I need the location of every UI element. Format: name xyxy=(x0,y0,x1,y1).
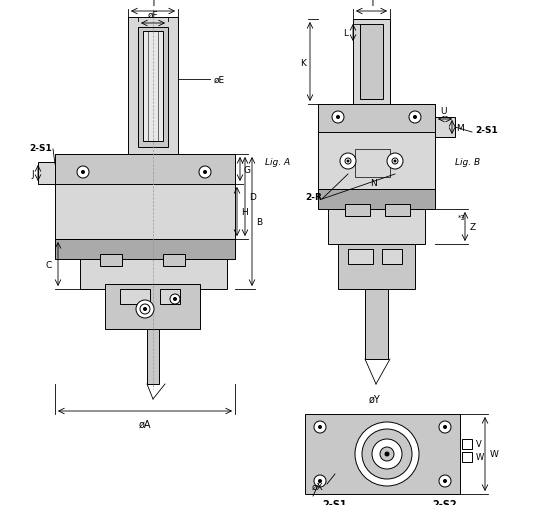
Bar xyxy=(328,210,425,244)
Circle shape xyxy=(439,421,451,433)
Bar xyxy=(385,205,410,217)
Text: øY: øY xyxy=(369,394,381,404)
Text: Lig. A: Lig. A xyxy=(265,157,290,166)
Circle shape xyxy=(170,294,180,305)
Text: Lig. B: Lig. B xyxy=(455,157,480,166)
Text: øF: øF xyxy=(148,11,158,20)
Circle shape xyxy=(199,167,211,179)
Text: øA: øA xyxy=(139,419,151,429)
Text: V: V xyxy=(476,440,482,448)
Circle shape xyxy=(332,112,344,124)
Bar xyxy=(338,244,415,289)
Bar xyxy=(120,289,150,305)
Circle shape xyxy=(136,300,154,318)
Text: 2-R: 2-R xyxy=(305,193,322,202)
Circle shape xyxy=(380,447,394,461)
Circle shape xyxy=(414,116,416,119)
Circle shape xyxy=(144,308,146,311)
Bar xyxy=(160,289,180,305)
Text: 2-S1: 2-S1 xyxy=(475,125,498,134)
Text: øX: øX xyxy=(311,482,323,490)
Circle shape xyxy=(394,161,396,163)
Text: D: D xyxy=(249,192,256,201)
Text: G: G xyxy=(243,165,250,174)
Text: 2-S1: 2-S1 xyxy=(323,499,347,505)
Circle shape xyxy=(318,426,322,429)
Bar xyxy=(163,255,185,267)
Text: M: M xyxy=(456,123,464,132)
Text: Z: Z xyxy=(470,223,476,232)
Circle shape xyxy=(392,159,398,165)
Text: 2-S1: 2-S1 xyxy=(29,143,52,152)
Circle shape xyxy=(355,422,419,486)
Bar xyxy=(355,149,390,178)
Text: J: J xyxy=(31,169,34,178)
Bar xyxy=(353,20,390,105)
Bar xyxy=(55,155,235,185)
Circle shape xyxy=(204,171,206,174)
Bar xyxy=(360,25,383,100)
Bar xyxy=(348,249,373,265)
Bar xyxy=(55,155,235,239)
Bar xyxy=(435,118,455,138)
Text: L: L xyxy=(343,28,348,37)
Text: W: W xyxy=(476,452,484,462)
Bar xyxy=(365,289,388,359)
Bar xyxy=(105,284,200,329)
Circle shape xyxy=(173,298,177,301)
Bar xyxy=(143,32,163,142)
Text: øE: øE xyxy=(214,75,225,84)
Circle shape xyxy=(77,167,89,179)
Circle shape xyxy=(409,112,421,124)
Circle shape xyxy=(347,161,349,163)
Bar xyxy=(147,329,159,384)
Circle shape xyxy=(314,421,326,433)
Bar xyxy=(55,239,235,260)
Circle shape xyxy=(337,116,339,119)
Circle shape xyxy=(387,154,403,170)
Bar xyxy=(462,439,472,449)
Circle shape xyxy=(439,475,451,487)
Bar xyxy=(80,260,227,289)
Text: B: B xyxy=(256,218,262,227)
Circle shape xyxy=(385,452,389,456)
Circle shape xyxy=(362,429,412,479)
Bar xyxy=(138,28,168,147)
Text: W: W xyxy=(490,449,499,459)
Circle shape xyxy=(314,475,326,487)
Bar xyxy=(38,163,55,185)
Circle shape xyxy=(140,305,150,315)
Text: H: H xyxy=(241,208,248,217)
Text: *3: *3 xyxy=(458,215,466,221)
Bar xyxy=(462,452,472,462)
Bar xyxy=(382,249,402,265)
Circle shape xyxy=(443,426,447,429)
Text: C: C xyxy=(46,260,52,269)
Circle shape xyxy=(345,159,351,165)
Circle shape xyxy=(81,171,85,174)
Text: N: N xyxy=(370,178,376,187)
Bar xyxy=(100,255,122,267)
Circle shape xyxy=(372,439,402,469)
Bar xyxy=(305,414,460,494)
Text: 2-S2: 2-S2 xyxy=(433,499,457,505)
Text: K: K xyxy=(300,59,306,67)
Circle shape xyxy=(340,154,356,170)
Bar xyxy=(318,189,435,210)
Bar xyxy=(345,205,370,217)
Bar xyxy=(318,105,435,133)
Circle shape xyxy=(443,480,447,483)
Text: T: T xyxy=(369,0,375,8)
Text: U: U xyxy=(440,107,446,116)
Bar xyxy=(128,18,178,155)
Circle shape xyxy=(318,480,322,483)
Text: T: T xyxy=(150,0,156,8)
Bar xyxy=(318,105,435,189)
